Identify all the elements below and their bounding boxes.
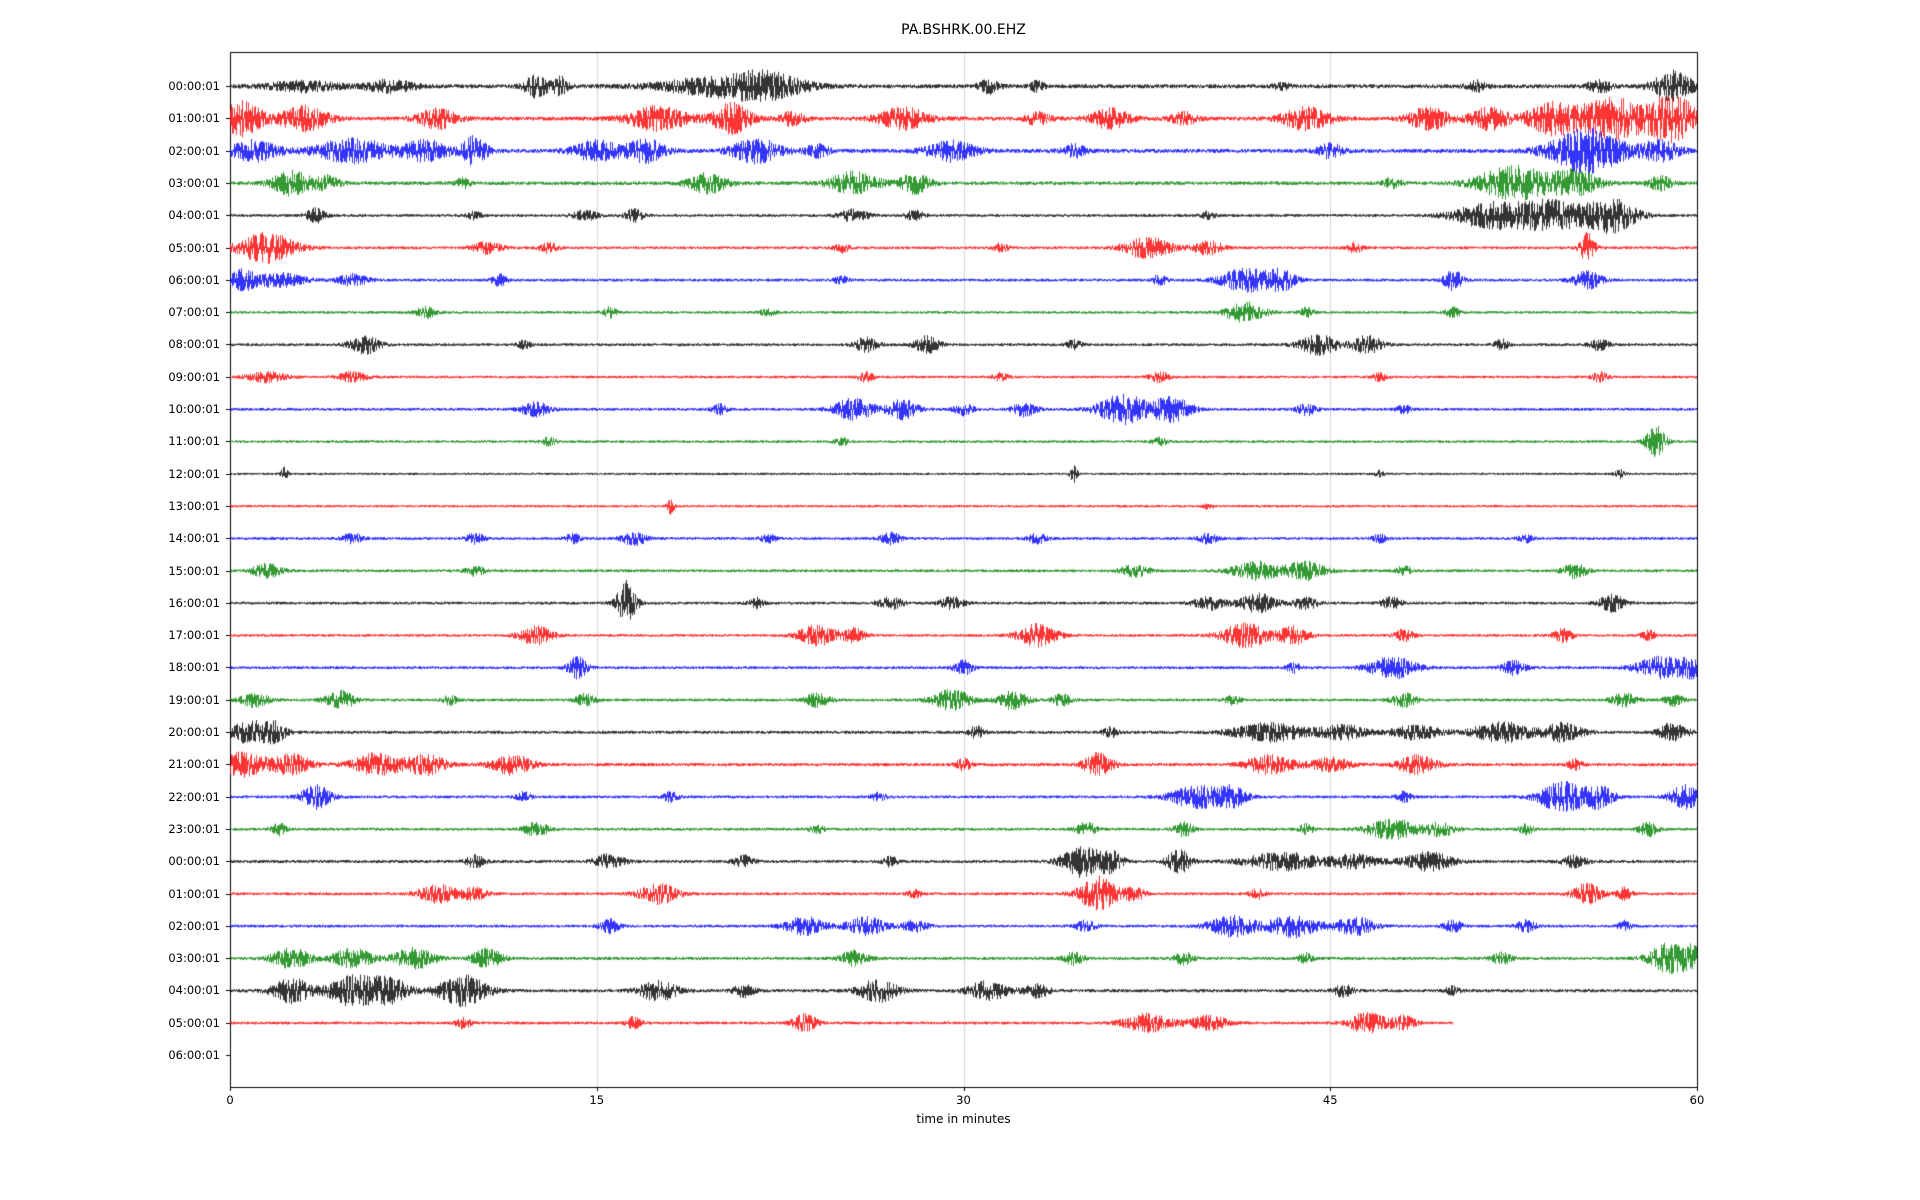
- y-tick-label: 10:00:01: [168, 402, 220, 416]
- y-tick-label: 01:00:01: [168, 886, 220, 901]
- x-tick-label: 15: [589, 1093, 605, 1107]
- x-axis-label: time in minutes: [916, 1112, 1011, 1126]
- y-tick-label: 21:00:01: [168, 757, 220, 772]
- y-tick-label: 17:00:01: [168, 628, 220, 643]
- y-tick-label: 14:00:01: [168, 531, 220, 546]
- x-tick-label: 30: [956, 1093, 971, 1107]
- x-tick-label: 0: [226, 1093, 234, 1107]
- y-tick-label: 04:00:01: [168, 208, 220, 223]
- y-tick-label: 08:00:01: [168, 337, 220, 352]
- y-tick-label: 05:00:01: [168, 240, 220, 255]
- x-tick-label: 60: [1689, 1093, 1705, 1107]
- y-tick-label: 04:00:01: [168, 983, 220, 998]
- x-tick-label: 45: [1322, 1093, 1338, 1107]
- y-tick-label: 06:00:01: [168, 272, 220, 287]
- y-tick-label: 20:00:01: [168, 725, 220, 739]
- y-tick-label: 13:00:01: [168, 498, 220, 513]
- y-tick-label: 18:00:01: [168, 660, 220, 675]
- y-tick-label: 22:00:01: [168, 789, 220, 804]
- y-tick-label: 09:00:01: [168, 369, 220, 384]
- chart-title: PA.BSHRK.00.EHZ: [901, 22, 1026, 38]
- y-tick-label: 02:00:01: [168, 143, 220, 158]
- y-tick-label: 16:00:01: [168, 595, 220, 610]
- y-tick-label: 23:00:01: [168, 821, 220, 836]
- y-tick-label: 05:00:01: [168, 1015, 220, 1030]
- y-tick-label: 00:00:01: [168, 854, 220, 869]
- y-tick-label: 15:00:01: [168, 563, 220, 578]
- y-tick-label: 11:00:01: [168, 434, 220, 449]
- y-tick-label: 19:00:01: [168, 692, 220, 707]
- y-tick-label: 03:00:01: [168, 951, 220, 966]
- y-tick-label: 12:00:01: [168, 466, 220, 481]
- y-tick-label: 02:00:01: [168, 918, 220, 933]
- y-tick-label: 00:00:01: [168, 79, 220, 93]
- y-tick-label: 03:00:01: [168, 175, 220, 190]
- y-tick-label: 01:00:01: [168, 111, 220, 126]
- y-tick-label: 06:00:01: [168, 1048, 220, 1062]
- y-tick-label: 07:00:01: [168, 305, 220, 320]
